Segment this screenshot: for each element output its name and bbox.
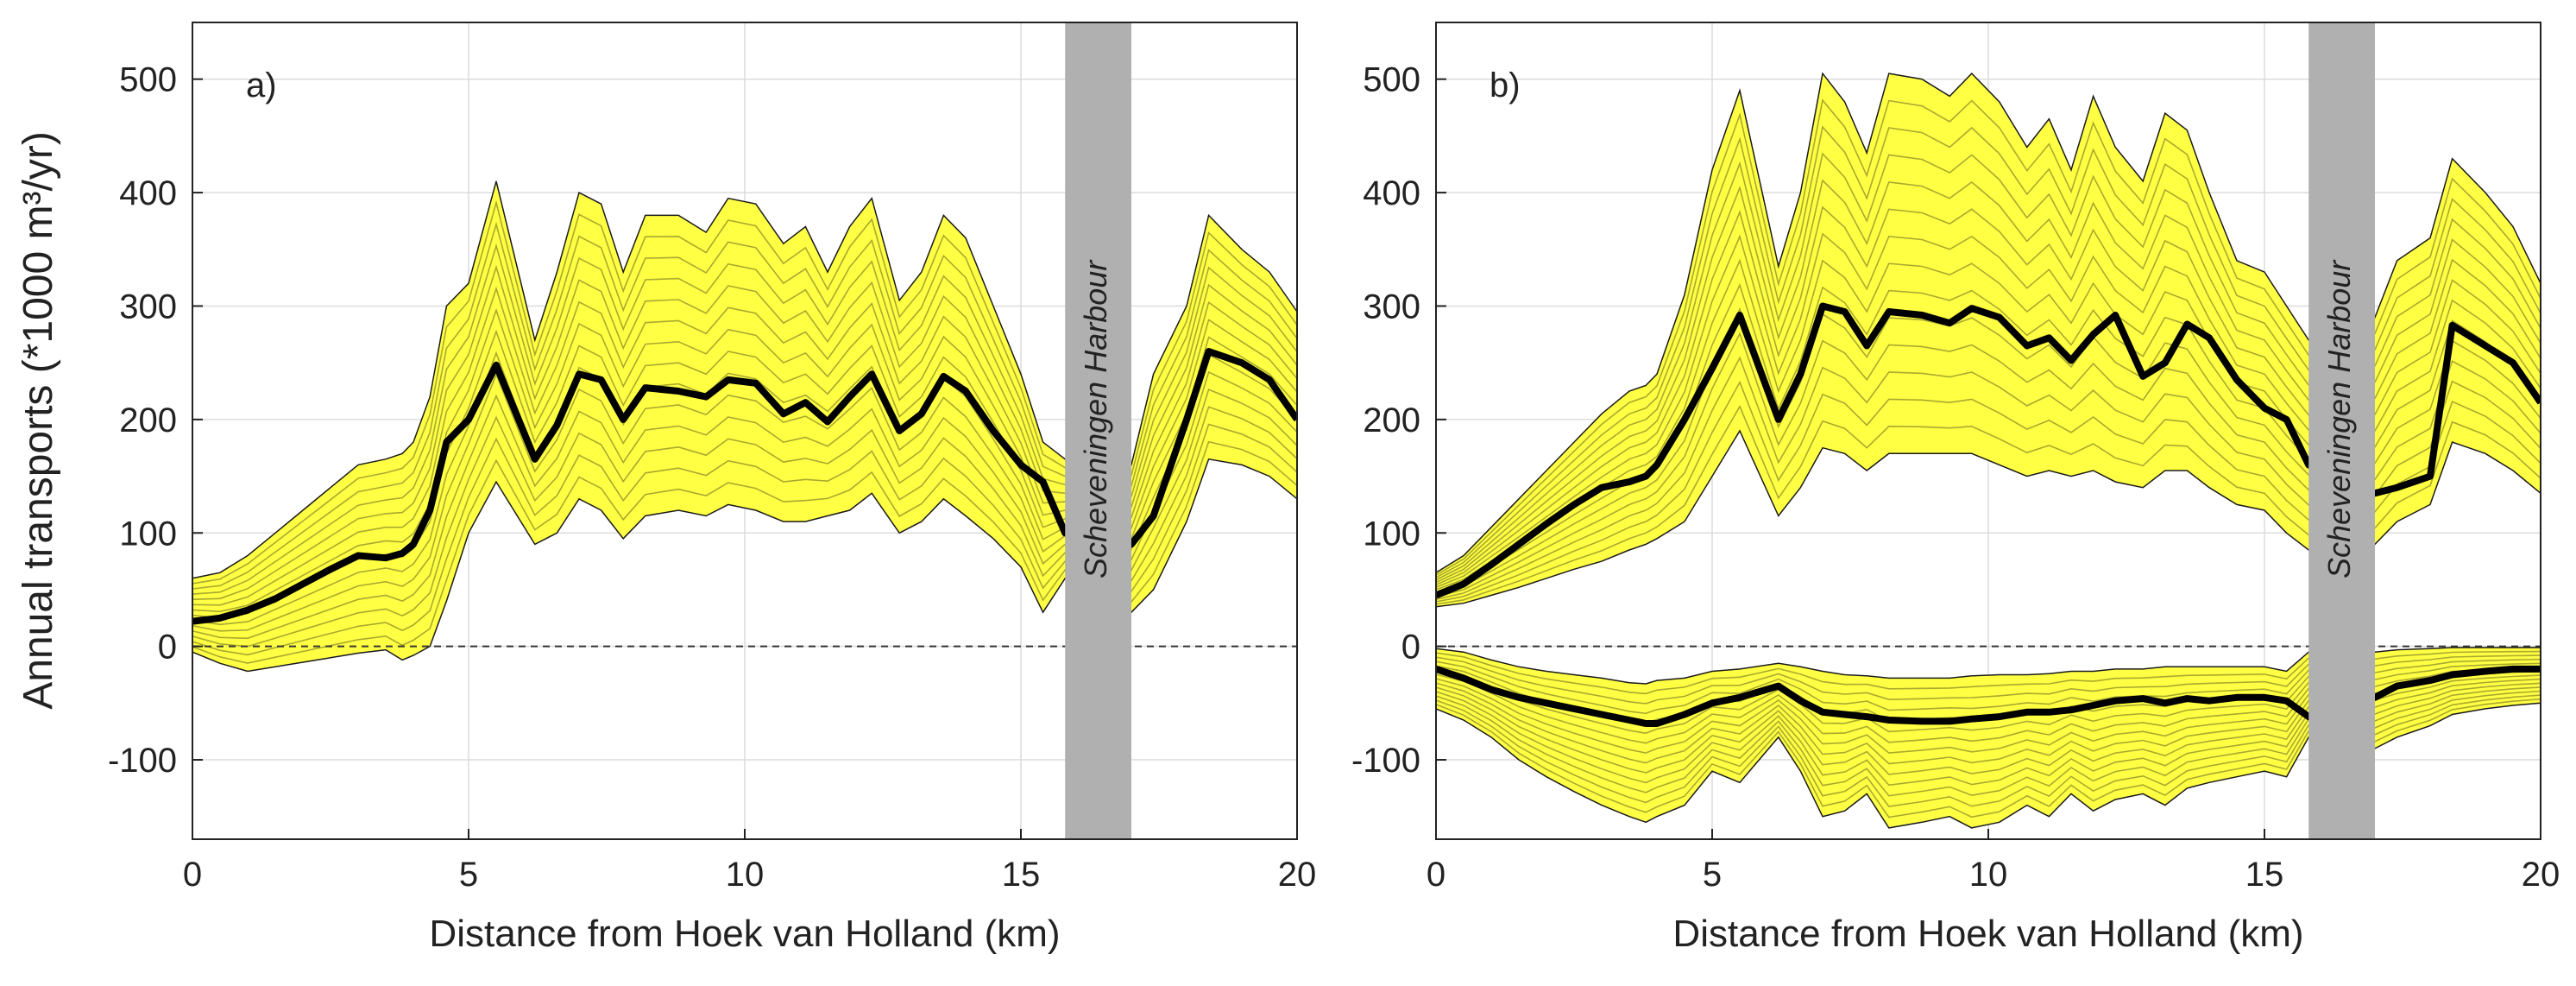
x-axis-label: Distance from Hoek van Holland (km)	[1672, 913, 2303, 955]
y-tick-label: 500	[119, 61, 177, 99]
ensemble-band-area	[1436, 72, 2541, 608]
mean-series-line	[192, 348, 1297, 625]
ensemble-member-line	[192, 406, 1297, 648]
harbour-label: Scheveningen Harbour	[2321, 259, 2357, 578]
y-tick-label: 400	[119, 174, 177, 212]
y-tick-label: 500	[1363, 61, 1420, 99]
panel-a: Scheveningen Harbour 0 5 10 15 20 -100 0 100 200 3…	[108, 22, 1316, 955]
ensemble-member-line	[192, 389, 1297, 640]
y-tick-label: 300	[119, 288, 177, 326]
x-tick-label: 10	[726, 856, 765, 894]
ensemble-member-line	[192, 307, 1297, 613]
ensemble-member-line	[192, 423, 1297, 656]
ensemble-band-area	[192, 180, 1297, 673]
y-tick-label: 100	[119, 515, 177, 553]
x-axis-label: Distance from Hoek van Holland (km)	[429, 913, 1060, 955]
plot-content	[192, 180, 1297, 673]
x-tick-label: 5	[1703, 856, 1722, 894]
y-tick-label: -100	[1351, 742, 1420, 780]
ensemble-member-line	[192, 286, 1297, 606]
ensemble-member-line	[192, 264, 1297, 600]
panel-b: Scheveningen Harbour 0 5 10 15 20 -100 0 100 200 3…	[1351, 22, 2560, 955]
y-tick-label: 0	[1401, 629, 1420, 667]
x-tick-label: 15	[1002, 856, 1041, 894]
harbour-block	[1065, 22, 1131, 839]
x-tick-label: 10	[1969, 856, 2008, 894]
x-tick-label: 0	[1427, 856, 1445, 894]
ensemble-member-line	[192, 440, 1297, 664]
ensemble-band	[192, 180, 1297, 673]
ensemble-member-line	[192, 243, 1297, 595]
harbour-label: Scheveningen Harbour	[1078, 259, 1113, 578]
harbour-block	[2308, 22, 2375, 839]
y-tick-label: 300	[1363, 288, 1420, 326]
ensemble-member-line	[192, 199, 1297, 585]
y-tick-label: 400	[1363, 174, 1420, 212]
ensemble-member-line	[192, 221, 1297, 590]
x-tick-label: 5	[459, 856, 478, 894]
y-tick-label: 200	[119, 401, 177, 439]
y-tick-label: 0	[158, 629, 177, 667]
x-tick-label: 0	[183, 856, 202, 894]
y-axis-label: Annual transports (*1000 m³/yr)	[16, 131, 61, 710]
y-tick-label: 200	[1363, 401, 1420, 439]
panel-label: a)	[246, 66, 277, 104]
y-tick-label: 100	[1363, 515, 1420, 553]
panel-label: b)	[1490, 66, 1521, 104]
x-tick-label: 15	[2245, 856, 2284, 894]
ensemble-member-line	[192, 370, 1297, 632]
y-tick-label: -100	[108, 742, 177, 780]
x-tick-label: 20	[1278, 856, 1317, 894]
x-tick-label: 20	[2522, 856, 2560, 894]
